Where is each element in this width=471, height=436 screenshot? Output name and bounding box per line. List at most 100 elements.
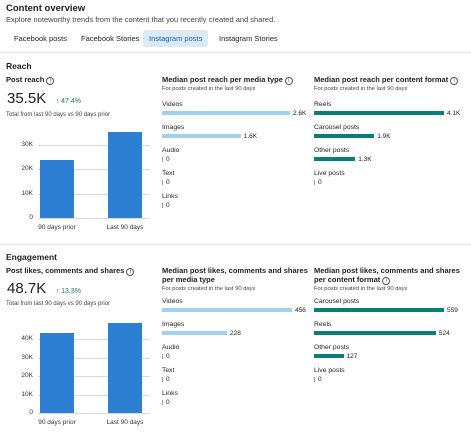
engagement-chart-gridline [38,339,150,340]
engagement-chart-gridline [38,376,150,377]
reach-chart-bar [40,159,74,218]
reach-media-zero-tick [162,180,163,185]
page-title: Content overview [6,3,86,14]
engagement-media-bar [162,308,292,312]
reach-media-row-label: Audio [162,147,180,154]
engagement-media-row-label: Text [162,367,175,374]
engagement-chart-y-tick: 40K [21,335,33,342]
engagement-media-row-label: Videos [162,298,183,305]
post-reach-comparison: Total from last 90 days vs 90 days prior [6,112,111,118]
post-reach-metric: 35.5K ↑ 47.4% [7,90,81,108]
reach-format-row-label: Reels [314,101,332,108]
reach-format-row-label: Live posts [314,170,345,177]
engagement-section-title: Engagement [6,252,58,262]
engagement-format-bar [314,308,444,312]
engagement-format-bar [314,331,436,335]
engagement-media-bar-value: 0 [166,376,170,383]
engagement-chart-gridline [38,413,150,414]
reach-format-bar [314,157,356,161]
section-divider [0,244,471,245]
reach-media-bar-value: 0 [166,156,170,163]
engagement-content-format-title: Median post likes, comments and shares p… [314,266,460,285]
reach-media-bar [162,134,241,138]
engagement-chart-x-label: 90 days prior [38,419,76,426]
engagement-chart-x-label: Last 90 days [106,419,144,426]
reach-format-bar [314,134,375,138]
engagement-title: Post likes, comments and shares i [6,266,135,276]
engagement-media-bar-value: 0 [166,353,170,360]
engagement-chart-y-tick: 10K [21,390,33,398]
engagement-media-zero-tick [162,377,163,382]
tab-instagram-stories[interactable]: Instagram Stories [219,34,278,43]
reach-chart-gridline [38,145,150,146]
info-icon[interactable]: i [382,277,391,285]
engagement-format-row-label: Reels [314,321,332,328]
reach-media-row-label: Images [162,124,185,131]
post-reach-value: 35.5K [7,90,47,107]
reach-chart-y-tick: 10K [21,189,33,197]
reach-media-bar [162,111,290,115]
engagement-format-row-label: Other posts [314,344,350,351]
info-icon[interactable]: i [46,77,55,85]
reach-chart-x-label: Last 90 days [106,224,144,231]
reach-media-row-label: Videos [162,101,183,108]
engagement-format-bar-value: 127 [346,353,358,360]
reach-chart-y-tick: 30K [21,141,33,148]
tab-instagram-posts[interactable]: Instagram posts [143,30,209,47]
info-icon[interactable]: i [126,268,135,276]
engagement-media-type-title: Median post likes, comments and shares p… [162,266,308,284]
reach-chart-y-tick: 0 [29,214,33,221]
reach-format-row-label: Carousel posts [314,124,360,131]
engagement-change: ↑ 13.3% [55,288,81,295]
post-reach-change: ↑ 47.4% [55,98,81,105]
engagement-format-row-label: Live posts [314,367,345,374]
engagement-format-bar-value: 559 [447,307,458,314]
tabs-divider [0,52,471,53]
engagement-value: 48.7K [7,280,47,297]
reach-media-bar-value: 0 [166,202,170,209]
engagement-media-bar-value: 456 [295,307,306,314]
reach-content-format-subtitle: For posts created in the last 90 days [314,86,408,92]
engagement-content-format-subtitle: For posts created in the last 90 days [314,286,408,292]
reach-format-bar-value: 1.9K [377,133,391,140]
reach-media-row-label: Links [162,193,178,200]
engagement-format-bar [314,354,344,358]
info-icon[interactable]: i [284,77,293,85]
engagement-chart-y-tick: 20K [21,372,33,379]
tab-facebook-posts[interactable]: Facebook posts [14,34,67,43]
engagement-chart-gridline [38,357,150,359]
engagement-media-row-label: Images [162,321,185,328]
reach-media-type-subtitle: For posts created in the last 90 days [162,86,256,92]
reach-media-type-title: Median post reach per media type i [162,75,293,85]
engagement-format-bar-value: 524 [438,330,450,337]
info-icon[interactable]: i [450,77,459,85]
engagement-chart-bar [108,322,142,413]
reach-chart-gridline [38,193,150,195]
engagement-media-bar [162,331,227,335]
reach-format-zero-tick [314,180,315,185]
engagement-media-bar-value: 0 [166,399,170,406]
reach-format-bar-value: 0 [318,179,322,186]
reach-media-bar-value: 0 [166,179,170,186]
reach-media-bar-value: 1.6K [243,133,258,140]
reach-chart-bar [108,131,142,218]
engagement-chart-gridline [38,394,150,396]
engagement-format-zero-tick [314,377,315,382]
reach-media-zero-tick [162,157,163,162]
tab-facebook-stories[interactable]: Facebook Stories [81,34,140,43]
engagement-comparison: Total from last 90 days vs 90 days prior [6,301,111,307]
engagement-media-zero-tick [162,354,163,359]
reach-media-row-label: Text [162,170,175,177]
engagement-metric: 48.7K ↑ 13.3% [7,280,81,298]
engagement-chart-bar [40,333,74,413]
engagement-format-row-label: Carousel posts [314,298,360,305]
engagement-media-row-label: Links [162,390,178,397]
reach-chart-y-tick: 20K [21,165,33,173]
reach-content-format-title: Median post reach per content format i [314,75,459,85]
engagement-media-type-subtitle: For posts created in the last 90 days [162,286,256,292]
reach-chart-x-label: 90 days prior [38,224,76,231]
post-reach-title: Post reach i [6,75,55,85]
reach-media-bar-value: 2.6K [293,110,307,117]
reach-format-bar [314,111,444,115]
engagement-chart-y-tick: 0 [29,409,33,416]
